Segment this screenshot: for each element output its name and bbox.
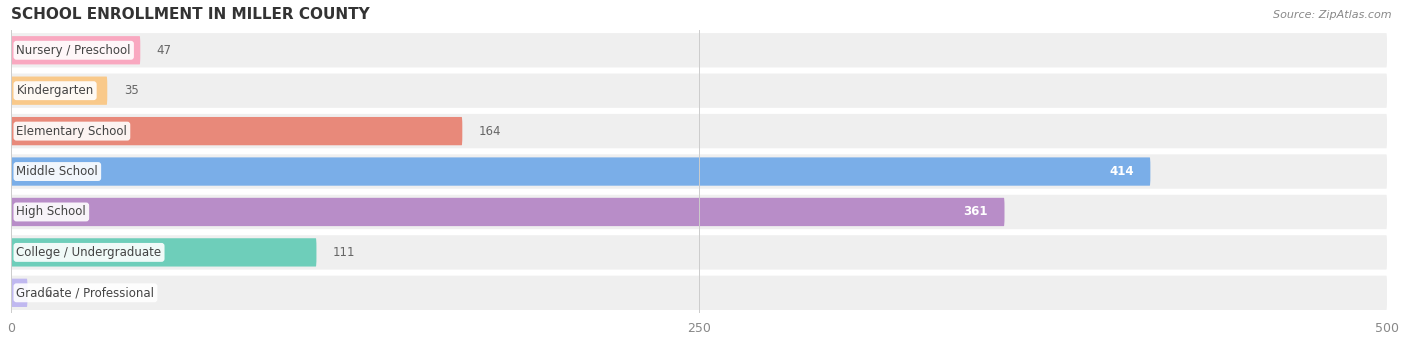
- Text: Kindergarten: Kindergarten: [17, 84, 94, 97]
- Text: Middle School: Middle School: [17, 165, 98, 178]
- Text: Source: ZipAtlas.com: Source: ZipAtlas.com: [1274, 10, 1392, 20]
- FancyBboxPatch shape: [11, 235, 1388, 269]
- FancyBboxPatch shape: [11, 157, 1150, 186]
- FancyBboxPatch shape: [11, 74, 1388, 108]
- Text: 47: 47: [157, 44, 172, 57]
- Text: 35: 35: [124, 84, 139, 97]
- Text: High School: High School: [17, 206, 86, 219]
- FancyBboxPatch shape: [11, 33, 1388, 67]
- Text: 111: 111: [333, 246, 356, 259]
- FancyBboxPatch shape: [11, 77, 107, 105]
- FancyBboxPatch shape: [11, 238, 316, 266]
- FancyBboxPatch shape: [11, 117, 463, 145]
- Text: College / Undergraduate: College / Undergraduate: [17, 246, 162, 259]
- Text: SCHOOL ENROLLMENT IN MILLER COUNTY: SCHOOL ENROLLMENT IN MILLER COUNTY: [11, 7, 370, 22]
- FancyBboxPatch shape: [11, 154, 1388, 189]
- FancyBboxPatch shape: [11, 36, 141, 64]
- FancyBboxPatch shape: [11, 279, 28, 307]
- Text: 6: 6: [44, 286, 52, 299]
- Text: Graduate / Professional: Graduate / Professional: [17, 286, 155, 299]
- FancyBboxPatch shape: [11, 276, 1388, 310]
- Text: 361: 361: [963, 206, 988, 219]
- FancyBboxPatch shape: [11, 195, 1388, 229]
- Text: Elementary School: Elementary School: [17, 124, 128, 137]
- Text: 164: 164: [479, 124, 502, 137]
- Text: 414: 414: [1109, 165, 1133, 178]
- FancyBboxPatch shape: [11, 114, 1388, 148]
- FancyBboxPatch shape: [11, 198, 1004, 226]
- Text: Nursery / Preschool: Nursery / Preschool: [17, 44, 131, 57]
